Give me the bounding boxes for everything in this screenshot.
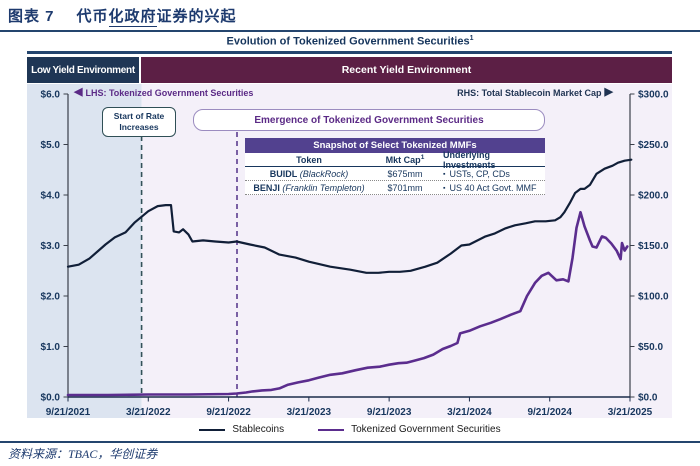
title-text-2: 证券的兴起	[156, 8, 237, 25]
svg-text:$4.0: $4.0	[41, 191, 61, 202]
svg-text:3/21/2023: 3/21/2023	[287, 407, 332, 418]
svg-text:9/21/2024: 9/21/2024	[527, 407, 572, 418]
bullet-icon: ▪	[443, 184, 446, 192]
source-note: 资料来源：TBAC，华创证券	[8, 447, 158, 461]
figure-title-text: Evolution of Tokenized Government Securi…	[226, 35, 470, 48]
investments-cell: ▪ USTs, CP, CDs	[443, 168, 510, 179]
figure-title-divider	[27, 51, 672, 54]
rhs-axis-label: RHS: Total Stablecoin Market Cap	[457, 87, 602, 98]
legend-label-stablecoins: Stablecoins	[232, 424, 285, 435]
top-divider	[0, 30, 700, 32]
svg-text:9/21/2021: 9/21/2021	[46, 407, 91, 418]
svg-text:3/21/2025: 3/21/2025	[608, 407, 653, 418]
svg-text:$1.0: $1.0	[41, 342, 61, 353]
chart-legend: Stablecoins Tokenized Government Securit…	[0, 424, 700, 435]
svg-text:$300.0: $300.0	[638, 90, 669, 101]
table-row-benji: BENJI (Franklin Templeton) $701mm ▪ US 40…	[245, 181, 545, 195]
token-cell: BENJI (Franklin Templeton)	[253, 182, 365, 193]
snapshot-table-title: Snapshot of Select Tokenized MMFs	[245, 138, 545, 153]
emergence-callout-box: Emergence of Tokenized Government Securi…	[193, 109, 545, 131]
svg-text:9/21/2023: 9/21/2023	[367, 407, 412, 418]
svg-text:$50.0: $50.0	[638, 342, 663, 353]
svg-text:$5.0: $5.0	[41, 140, 61, 151]
svg-text:$6.0: $6.0	[41, 90, 61, 101]
mkt-cap-footnote: 1	[420, 154, 425, 161]
svg-text:$100.0: $100.0	[638, 292, 669, 303]
legend-label-tokenized: Tokenized Government Securities	[351, 424, 501, 435]
figure-title-footnote: 1	[469, 35, 474, 42]
col-token: Token	[296, 154, 322, 165]
bottom-divider	[0, 441, 700, 443]
page-title: 图表 7 代币化政府证券的兴起	[8, 5, 237, 27]
title-text-underlined: 化政府	[108, 8, 157, 27]
rhs-axis-note: RHS: Total Stablecoin Market Cap ▶	[440, 87, 613, 98]
svg-text:3/21/2024: 3/21/2024	[447, 407, 492, 418]
svg-text:$150.0: $150.0	[638, 241, 669, 252]
legend-item-stablecoins: Stablecoins	[199, 424, 284, 435]
investments-cell: ▪ US 40 Act Govt. MMF	[443, 182, 537, 193]
col-underlying-investments: Underlying Investments	[443, 149, 496, 170]
rate-box-line1: Start of Rate	[113, 111, 165, 122]
svg-text:3/21/2022: 3/21/2022	[126, 407, 171, 418]
chart-number-label: 图表 7	[8, 8, 55, 25]
col-mkt-cap: Mkt Cap1	[385, 154, 425, 165]
svg-text:$3.0: $3.0	[41, 241, 61, 252]
tokenized-line-swatch	[318, 428, 345, 431]
svg-text:9/21/2022: 9/21/2022	[206, 407, 251, 418]
svg-text:$0.0: $0.0	[638, 393, 658, 404]
snapshot-column-headers: Token Mkt Cap1 Underlying Investments	[245, 149, 545, 170]
token-cell: BUIDL (BlackRock)	[269, 168, 349, 179]
title-text-1: 代币	[76, 8, 109, 25]
snapshot-table: Snapshot of Select Tokenized MMFs Token …	[245, 138, 545, 195]
lhs-axis-label: LHS: Tokenized Government Securities	[85, 87, 254, 98]
mkt-cap-cell: $675mm	[387, 168, 423, 179]
svg-text:$2.0: $2.0	[41, 292, 61, 303]
table-row-buidl: BUIDL (BlackRock) $675mm ▪ USTs, CP, CDs	[245, 167, 545, 181]
figure-title: Evolution of Tokenized Government Securi…	[0, 35, 700, 48]
start-of-rate-increases-box: Start of Rate Increases	[102, 107, 176, 137]
mkt-cap-cell: $701mm	[387, 182, 423, 193]
legend-item-tokenized: Tokenized Government Securities	[318, 424, 501, 435]
right-arrow-icon: ▶	[604, 86, 613, 98]
banner-low-yield: Low Yield Environment	[27, 57, 139, 83]
svg-text:$200.0: $200.0	[638, 191, 669, 202]
bullet-icon: ▪	[443, 170, 446, 178]
banner-recent-yield: Recent Yield Environment	[141, 57, 672, 83]
svg-text:$0.0: $0.0	[41, 393, 61, 404]
svg-text:$250.0: $250.0	[638, 140, 669, 151]
rate-box-line2: Increases	[119, 122, 159, 132]
lhs-axis-note: ◀ LHS: Tokenized Government Securities	[74, 87, 253, 98]
left-arrow-icon: ◀	[74, 86, 83, 98]
stablecoins-line-swatch	[199, 428, 226, 431]
